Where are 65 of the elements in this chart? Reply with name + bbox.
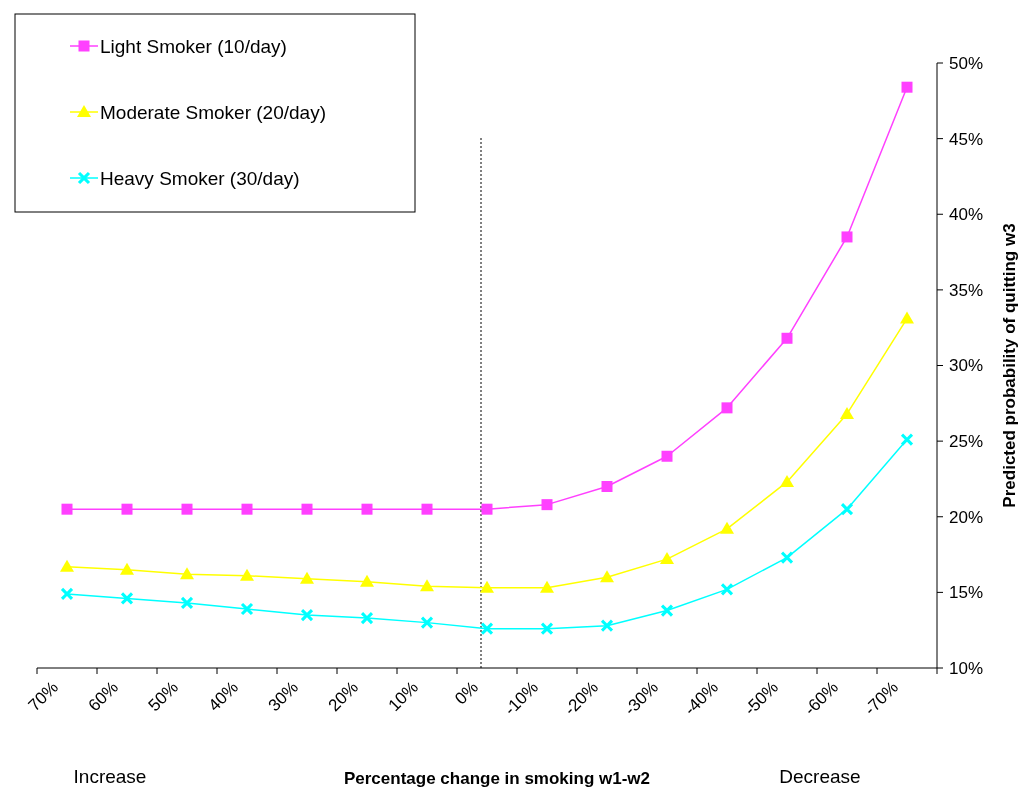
point [780, 474, 794, 487]
point [781, 332, 793, 344]
point [60, 559, 74, 572]
x-tick-label: 0% [451, 677, 483, 709]
x-tick-label: 70% [24, 677, 63, 716]
y-tick-label: 40% [949, 205, 984, 225]
point [840, 503, 854, 516]
point [901, 81, 913, 93]
point [600, 570, 614, 583]
point [300, 571, 314, 584]
point [240, 568, 254, 581]
y-tick-label: 50% [949, 53, 984, 73]
point [720, 583, 734, 596]
y-tick-label: 20% [949, 507, 984, 527]
point [60, 587, 74, 600]
point [480, 580, 494, 593]
point [900, 311, 914, 324]
point [601, 481, 613, 492]
point [120, 562, 134, 575]
legend-label: Heavy Smoker (30/day) [100, 167, 300, 189]
point [541, 499, 553, 511]
y-tick-label: 30% [949, 356, 984, 376]
point [121, 503, 133, 515]
point [241, 503, 253, 515]
point [540, 580, 554, 593]
point [421, 503, 433, 515]
point [841, 231, 853, 243]
point [420, 579, 434, 592]
point [61, 503, 73, 515]
x-axis-title: Percentage change in smoking w1-w2 [343, 769, 651, 788]
point [420, 616, 434, 629]
point [840, 406, 854, 419]
point [180, 567, 194, 580]
point [660, 604, 674, 617]
point [720, 521, 734, 534]
text: Increase [73, 766, 147, 787]
point [661, 450, 673, 462]
point [301, 503, 313, 515]
point [660, 552, 674, 565]
y-tick-label: 45% [949, 129, 984, 149]
x-tick-label: 60% [84, 677, 123, 716]
y-tick-label: 10% [949, 658, 984, 678]
point [360, 574, 374, 587]
y-axis-title: Predicted probability of quitting w3 [1000, 223, 1019, 508]
text: Decrease [779, 766, 861, 787]
point [360, 611, 374, 625]
legend-label: Light Smoker (10/day) [100, 35, 287, 57]
point [780, 551, 794, 564]
y-tick-label: 15% [949, 583, 984, 603]
point [480, 622, 494, 635]
point [300, 608, 314, 622]
point [240, 602, 254, 616]
x-tick-label: 40% [204, 677, 243, 716]
legend-label: Moderate Smoker (20/day) [100, 101, 326, 123]
point [361, 503, 373, 515]
y-tick-label: 35% [949, 280, 984, 300]
point [120, 592, 134, 605]
y-tick-label: 25% [949, 432, 984, 452]
point [721, 402, 733, 414]
point [181, 503, 193, 515]
point [481, 503, 493, 515]
point [180, 596, 194, 610]
point [900, 433, 914, 446]
point [600, 619, 614, 632]
point [540, 622, 554, 635]
